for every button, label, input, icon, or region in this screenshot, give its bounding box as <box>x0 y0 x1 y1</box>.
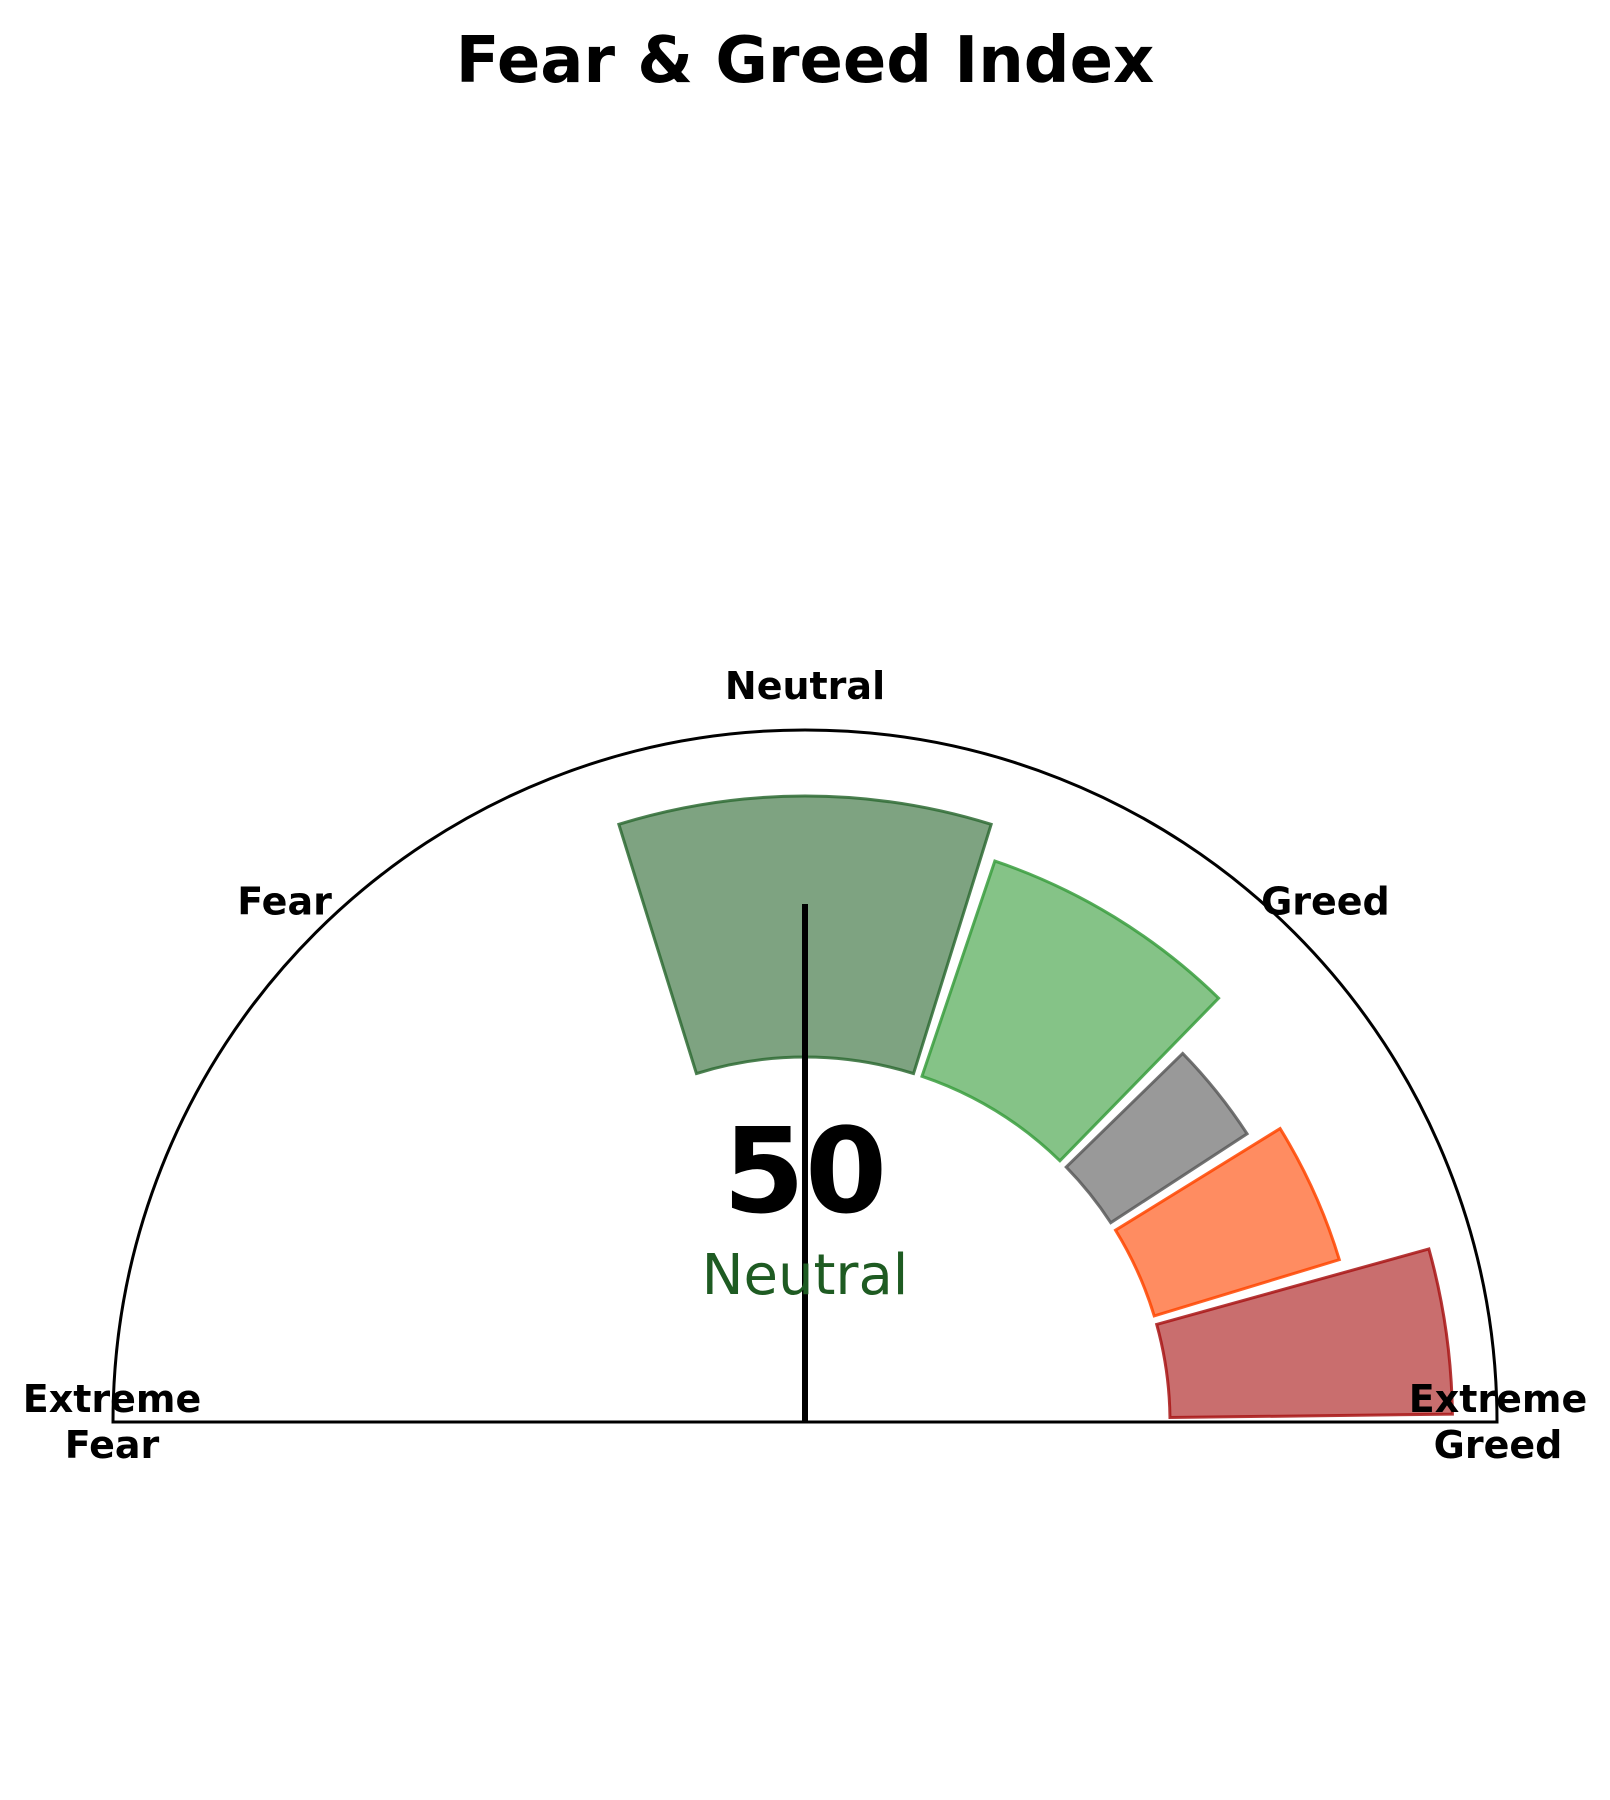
zone-label-line: Fear <box>237 880 332 924</box>
zone-label-line: Extreme <box>23 1377 202 1421</box>
chart-title: Fear & Greed Index <box>456 24 1155 98</box>
zone-label-line: Greed <box>1434 1423 1563 1467</box>
zone-label-line: Extreme <box>1409 1377 1588 1421</box>
zone-label-line: Greed <box>1261 880 1390 924</box>
zone-label-line: Fear <box>65 1423 160 1467</box>
gauge-segment <box>1113 1126 1342 1318</box>
zone-label: Extreme Greed <box>1409 1377 1588 1467</box>
gauge-value: 50 <box>723 1102 887 1240</box>
zone-label: Neutral <box>725 664 885 708</box>
zone-label: Fear <box>237 880 332 924</box>
zone-label: Extreme Fear <box>23 1377 202 1467</box>
gauge-segment <box>1154 1247 1454 1420</box>
gauge-segment <box>920 859 1221 1163</box>
gauge-outline <box>111 728 1499 1424</box>
gauge-segment <box>1064 1051 1250 1225</box>
zone-label-line: Neutral <box>725 664 885 708</box>
gauge-status: Neutral <box>702 1243 909 1308</box>
zone-label: Greed <box>1261 880 1390 924</box>
